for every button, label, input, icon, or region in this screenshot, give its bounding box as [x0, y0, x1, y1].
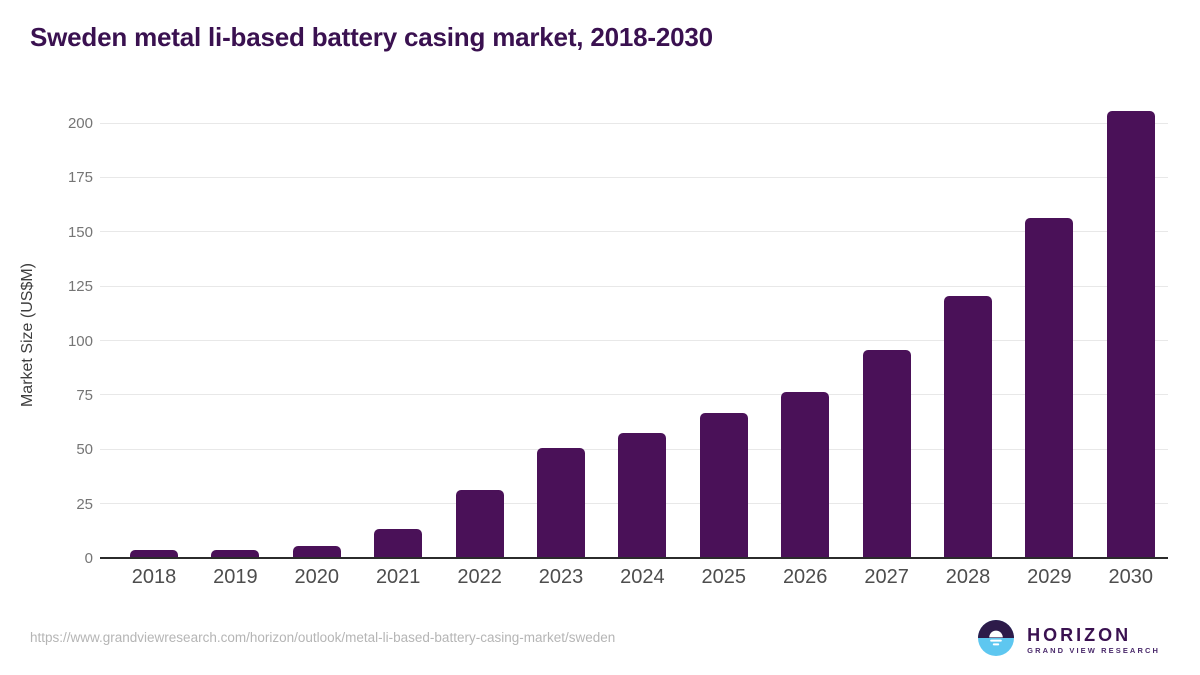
x-tick-label-2026: 2026	[782, 566, 828, 588]
gridline-200	[100, 122, 1168, 124]
x-axis-tick-labels: 2018 2019 2020 2021 2022 2023 2024 2025 2026 2027…	[100, 566, 1168, 596]
gridline-100	[100, 340, 1168, 341]
x-tick-label-2024: 2024	[620, 566, 665, 588]
y-tick-label-50: 50	[76, 441, 93, 459]
logo-subtitle: GRAND VIEW RESEARCH	[1027, 646, 1160, 656]
gridline-125	[100, 285, 1168, 287]
x-tick-label-2019: 2019	[213, 566, 258, 588]
x-tick-label-2027: 2027	[864, 566, 909, 588]
horizon-sun-over-water-icon	[976, 618, 1016, 663]
bar-2020	[292, 546, 341, 557]
x-tick-label-2021: 2021	[375, 566, 421, 588]
x-tick-label-2022: 2022	[457, 566, 502, 588]
gridline-150	[100, 231, 1168, 233]
horizon-logo: HORIZON GRAND VIEW RESEARCH	[976, 618, 1160, 663]
y-axis-tick-labels: 0 25 50 75 100 125 150 175 200	[16, 100, 93, 567]
bar-2028	[944, 296, 992, 557]
y-tick-label-150: 150	[67, 223, 93, 241]
x-axis-line	[100, 557, 1168, 559]
y-tick-label-125: 125	[67, 278, 93, 296]
x-tick-label-2025: 2025	[701, 566, 747, 588]
bar-2024	[618, 433, 667, 557]
bar-2027	[862, 350, 911, 557]
source-url: https://www.grandviewresearch.com/horizo…	[30, 630, 616, 645]
bar-2018	[130, 550, 178, 557]
x-tick-label-2028: 2028	[945, 566, 991, 588]
y-tick-label-100: 100	[67, 332, 93, 350]
bar-2025	[699, 413, 748, 557]
logo-text: HORIZON GRAND VIEW RESEARCH	[1027, 626, 1160, 655]
logo-name: HORIZON	[1027, 625, 1132, 646]
bar-2029	[1025, 217, 1074, 557]
bar-2023	[537, 448, 585, 557]
y-tick-label-175: 175	[67, 169, 93, 187]
chart-title: Sweden metal li-based battery casing mar…	[30, 22, 713, 52]
gridline-175	[100, 176, 1168, 178]
y-tick-label-200: 200	[67, 115, 93, 132]
x-tick-label-2023: 2023	[538, 566, 584, 588]
bar-2021	[374, 528, 423, 557]
bar-2022	[455, 489, 504, 557]
y-tick-label-0: 0	[84, 550, 93, 567]
bar-2030	[1106, 111, 1155, 557]
plot-area	[100, 100, 1168, 559]
x-tick-label-2018: 2018	[131, 566, 177, 588]
bar-2026	[781, 391, 830, 557]
y-tick-label-25: 25	[76, 495, 93, 513]
bar-2019	[211, 550, 260, 557]
gridline-75	[100, 394, 1168, 396]
x-tick-label-2029: 2029	[1027, 566, 1072, 588]
x-tick-label-2020: 2020	[294, 566, 340, 588]
x-tick-label-2030: 2030	[1108, 566, 1154, 588]
y-tick-label-75: 75	[76, 386, 93, 404]
